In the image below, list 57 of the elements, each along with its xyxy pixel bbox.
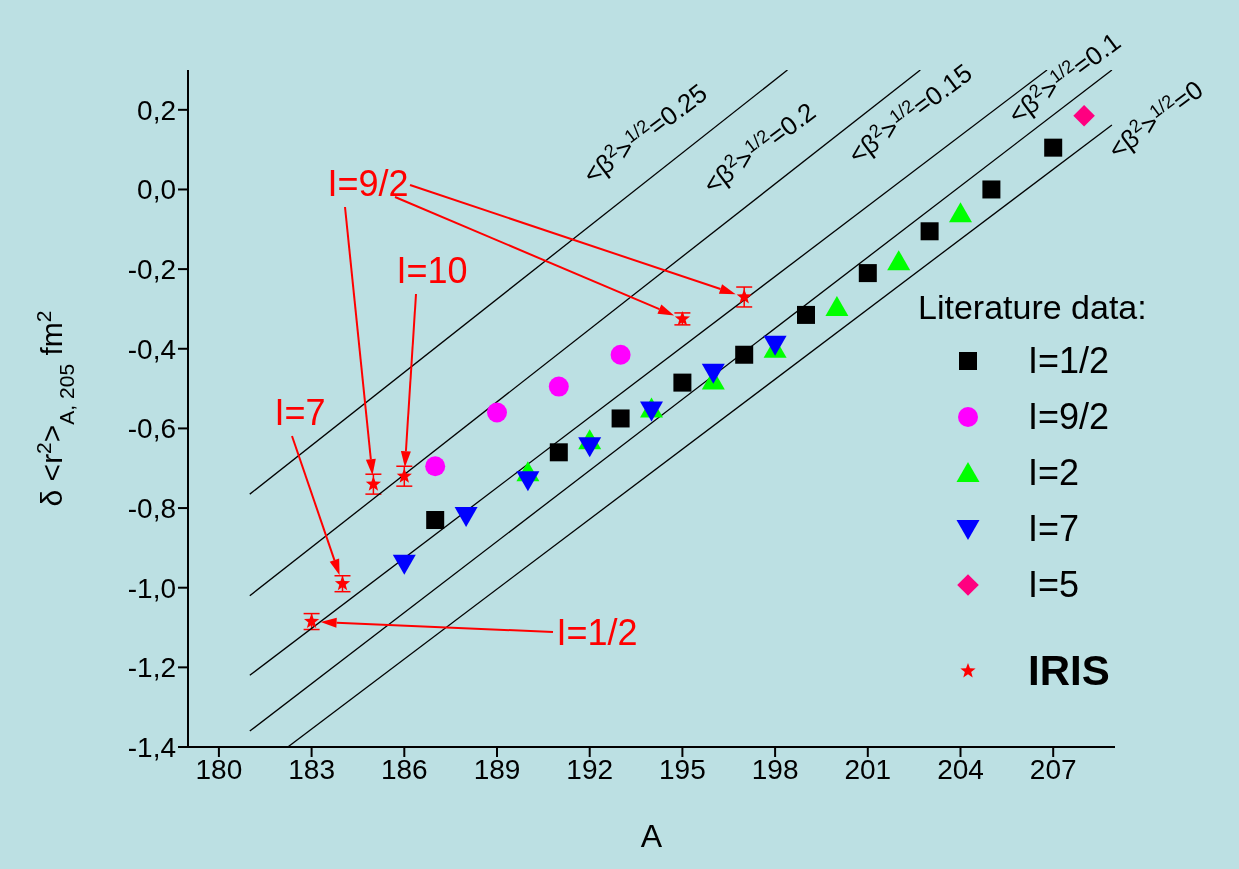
legend-label: I=7 (1028, 508, 1080, 550)
legend-label: I=9/2 (1028, 396, 1110, 438)
y-tick-label: -1,0 (127, 572, 176, 604)
point (610, 344, 631, 365)
y-tick-label: -0,4 (127, 333, 176, 365)
point (982, 180, 1001, 199)
point (426, 511, 445, 530)
x-tick-label: 183 (288, 753, 335, 785)
point (611, 409, 630, 428)
x-tick-label: 201 (844, 753, 892, 785)
point (365, 476, 382, 491)
point (549, 443, 568, 462)
point (1073, 105, 1095, 127)
point (425, 456, 446, 477)
legend-label: I=2 (1028, 452, 1080, 494)
point (1044, 138, 1063, 157)
legend-label: IRIS (1028, 647, 1110, 695)
y-tick-label: -0,2 (127, 254, 176, 286)
x-tick-label: 192 (566, 753, 614, 785)
annotation: I=7 (274, 391, 326, 433)
point (454, 507, 478, 528)
annotation: I=1/2 (556, 611, 638, 653)
x-tick-label: 195 (659, 753, 706, 785)
point (701, 363, 725, 384)
y-tick-label: 0,2 (137, 94, 176, 126)
legend-label: I=5 (1028, 564, 1080, 606)
y-tick-label: -0,8 (127, 493, 176, 524)
x-tick-label: 186 (380, 753, 428, 785)
y-tick-label: -0,6 (127, 413, 176, 445)
x-tick-label: 180 (195, 753, 243, 785)
point (736, 288, 752, 304)
annotation: I=10 (396, 249, 468, 291)
point (949, 202, 972, 223)
point (887, 250, 911, 271)
point (920, 222, 939, 241)
point (797, 305, 815, 324)
x-tick-label: 204 (937, 753, 984, 785)
point (578, 437, 602, 458)
x-tick-label: 207 (1029, 753, 1077, 785)
point (396, 468, 412, 483)
point (673, 373, 692, 392)
y-tick-label: 0,0 (137, 174, 176, 206)
x-tick-label: 189 (473, 753, 521, 785)
point (516, 471, 540, 492)
legend-label: I=1/2 (1028, 340, 1110, 382)
y-tick-label: -1,4 (127, 731, 176, 763)
point (548, 376, 569, 397)
point (392, 554, 416, 575)
legend-title: Literature data: (918, 287, 1147, 328)
annotation: I=9/2 (327, 162, 409, 204)
point (825, 295, 849, 316)
y-tick-label: -1,2 (127, 652, 176, 684)
point (487, 402, 507, 423)
point (858, 264, 877, 283)
x-axis-title: A (640, 818, 663, 854)
point (735, 345, 754, 364)
x-tick-label: 198 (751, 753, 799, 785)
